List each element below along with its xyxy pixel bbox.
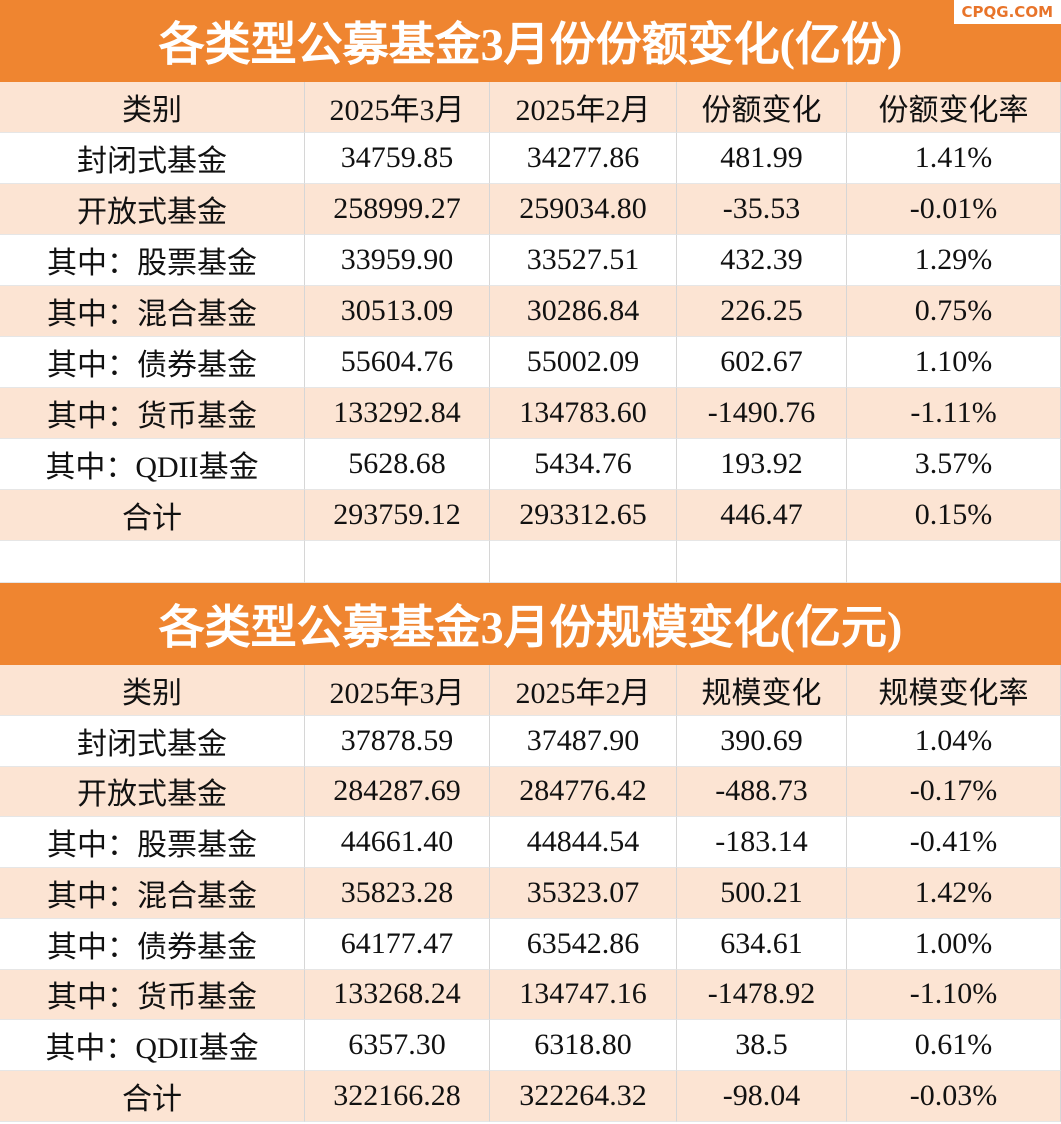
- table-cell: 35323.07: [490, 868, 677, 919]
- table-cell: 284776.42: [490, 766, 677, 818]
- table-cell: 0.61%: [847, 1020, 1061, 1071]
- spacer-cell: [677, 541, 847, 583]
- table-cell: 0.75%: [847, 286, 1061, 337]
- header-cell: 份额变化率: [847, 82, 1061, 133]
- table-cell: 37878.59: [305, 715, 490, 767]
- header-cell: 规模变化: [677, 665, 847, 716]
- table-cell: 其中：混合基金: [0, 868, 305, 919]
- header-cell: 类别: [0, 82, 305, 133]
- table-cell: 602.67: [677, 337, 847, 388]
- table-cell: 193.92: [677, 439, 847, 490]
- table-cell: 284287.69: [305, 766, 490, 818]
- table-cell: 293312.65: [490, 490, 677, 541]
- table-cell: 1.10%: [847, 337, 1061, 388]
- header-cell: 2025年3月: [305, 665, 490, 716]
- table-cell: 开放式基金: [0, 766, 305, 818]
- table-cell: 6357.30: [305, 1020, 490, 1071]
- table-cell: 合计: [0, 1071, 305, 1122]
- watermark: CPQG.COM: [953, 0, 1061, 24]
- table-cell: 134747.16: [490, 969, 677, 1021]
- table-title: 各类型公募基金3月份规模变化(亿元): [0, 583, 1061, 665]
- table-cell: -1.10%: [847, 969, 1061, 1021]
- table-cell: 446.47: [677, 490, 847, 541]
- table-cell: 634.61: [677, 918, 847, 970]
- table-cell: 其中：混合基金: [0, 286, 305, 337]
- spacer-cell: [305, 541, 490, 583]
- table-cell: -0.01%: [847, 184, 1061, 235]
- table-cell: 5628.68: [305, 439, 490, 490]
- table-cell: -98.04: [677, 1071, 847, 1122]
- header-cell: 2025年2月: [490, 82, 677, 133]
- table-cell: 其中：货币基金: [0, 388, 305, 439]
- table-cell: 432.39: [677, 235, 847, 286]
- table-cell: 63542.86: [490, 918, 677, 970]
- table-title: 各类型公募基金3月份份额变化(亿份): [0, 0, 1061, 82]
- table-cell: 481.99: [677, 133, 847, 184]
- table-cell: 其中：债券基金: [0, 337, 305, 388]
- table-cell: 133268.24: [305, 969, 490, 1021]
- table-cell: 封闭式基金: [0, 133, 305, 184]
- table-cell: 500.21: [677, 868, 847, 919]
- table-cell: 322264.32: [490, 1071, 677, 1122]
- table-cell: 226.25: [677, 286, 847, 337]
- table-cell: 1.29%: [847, 235, 1061, 286]
- table-cell: 37487.90: [490, 715, 677, 767]
- table-cell: 0.15%: [847, 490, 1061, 541]
- header-cell: 类别: [0, 665, 305, 716]
- table-cell: 其中：QDII基金: [0, 1020, 305, 1071]
- table-cell: 1.42%: [847, 868, 1061, 919]
- table-cell: 5434.76: [490, 439, 677, 490]
- table-cell: 其中：股票基金: [0, 235, 305, 286]
- table-cell: 293759.12: [305, 490, 490, 541]
- table-cell: 封闭式基金: [0, 715, 305, 767]
- table-cell: 38.5: [677, 1020, 847, 1071]
- table-cell: -183.14: [677, 817, 847, 868]
- table-cell: -0.03%: [847, 1071, 1061, 1122]
- table-cell: 1.04%: [847, 715, 1061, 767]
- table-cell: 322166.28: [305, 1071, 490, 1122]
- table-cell: 其中：股票基金: [0, 817, 305, 868]
- table-cell: -1490.76: [677, 388, 847, 439]
- table-cell: 30513.09: [305, 286, 490, 337]
- table-cell: 390.69: [677, 715, 847, 767]
- table-cell: 133292.84: [305, 388, 490, 439]
- table-cell: 30286.84: [490, 286, 677, 337]
- table-cell: 33527.51: [490, 235, 677, 286]
- spacer-cell: [490, 541, 677, 583]
- header-cell: 2025年2月: [490, 665, 677, 716]
- table-cell: 258999.27: [305, 184, 490, 235]
- table-cell: 55604.76: [305, 337, 490, 388]
- table-cell: 其中：债券基金: [0, 918, 305, 970]
- header-cell: 2025年3月: [305, 82, 490, 133]
- table-cell: -488.73: [677, 766, 847, 818]
- table-cell: -0.17%: [847, 766, 1061, 818]
- spacer-cell: [847, 541, 1061, 583]
- table-cell: 64177.47: [305, 918, 490, 970]
- table-cell: 35823.28: [305, 868, 490, 919]
- table-cell: 44844.54: [490, 817, 677, 868]
- table-cell: 1.41%: [847, 133, 1061, 184]
- table-cell: 其中：QDII基金: [0, 439, 305, 490]
- table-cell: 34277.86: [490, 133, 677, 184]
- header-cell: 规模变化率: [847, 665, 1061, 716]
- table-cell: -1.11%: [847, 388, 1061, 439]
- table-cell: 开放式基金: [0, 184, 305, 235]
- table-cell: 55002.09: [490, 337, 677, 388]
- table-cell: 6318.80: [490, 1020, 677, 1071]
- table-cell: -0.41%: [847, 817, 1061, 868]
- table-cell: 259034.80: [490, 184, 677, 235]
- table-cell: 1.00%: [847, 918, 1061, 970]
- spacer-cell: [0, 541, 305, 583]
- table-cell: 其中：货币基金: [0, 969, 305, 1021]
- table-cell: 33959.90: [305, 235, 490, 286]
- table-cell: 44661.40: [305, 817, 490, 868]
- table-cell: 134783.60: [490, 388, 677, 439]
- table-cell: 合计: [0, 490, 305, 541]
- header-cell: 份额变化: [677, 82, 847, 133]
- table-cell: 34759.85: [305, 133, 490, 184]
- table-cell: 3.57%: [847, 439, 1061, 490]
- table-cell: -35.53: [677, 184, 847, 235]
- table-cell: -1478.92: [677, 969, 847, 1021]
